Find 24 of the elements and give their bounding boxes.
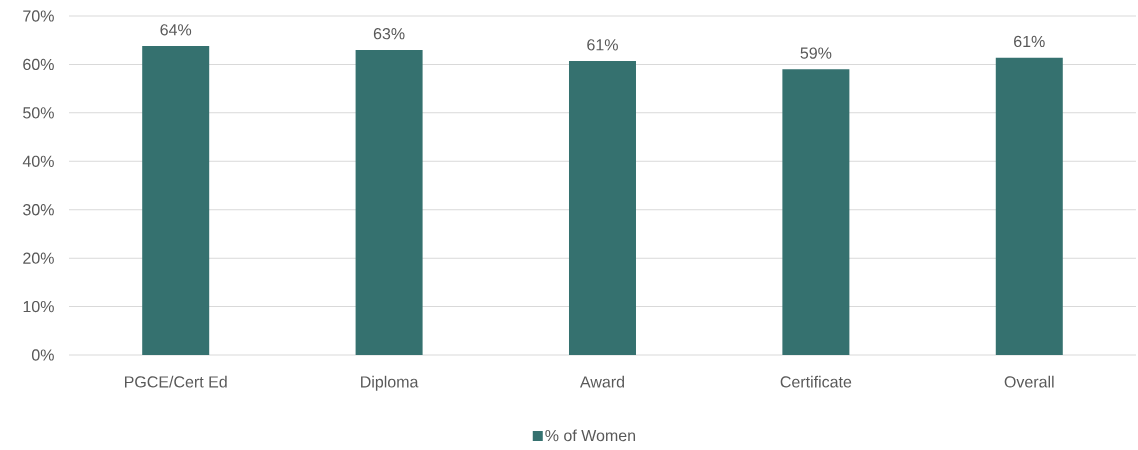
y-tick-label: 50% — [23, 107, 54, 119]
bar — [142, 46, 210, 355]
x-tick-label: PGCE/Cert Ed — [125, 375, 227, 388]
bar — [995, 57, 1063, 355]
x-tick-label: Award — [579, 375, 624, 388]
data-label: 61% — [587, 39, 618, 51]
bar — [355, 49, 423, 355]
y-tick-label: 70% — [23, 10, 54, 22]
bar — [782, 69, 850, 355]
x-tick-label: Diploma — [361, 375, 419, 391]
data-label: 63% — [373, 28, 405, 40]
y-tick-label: 40% — [22, 155, 54, 167]
x-tick-label: Overall — [1004, 375, 1054, 388]
y-tick-label: 0% — [31, 349, 54, 361]
bar — [568, 61, 636, 355]
y-tick-label: 10% — [23, 300, 54, 313]
data-label: 59% — [800, 47, 832, 59]
y-tick-label: 30% — [23, 204, 54, 216]
data-label: 61% — [1014, 35, 1045, 48]
y-tick-label: 20% — [23, 252, 54, 264]
y-tick-label: 60% — [23, 58, 54, 71]
legend-label: % of Women — [545, 429, 636, 442]
data-label: 64% — [160, 24, 192, 36]
x-tick-label: Certificate — [780, 375, 852, 388]
